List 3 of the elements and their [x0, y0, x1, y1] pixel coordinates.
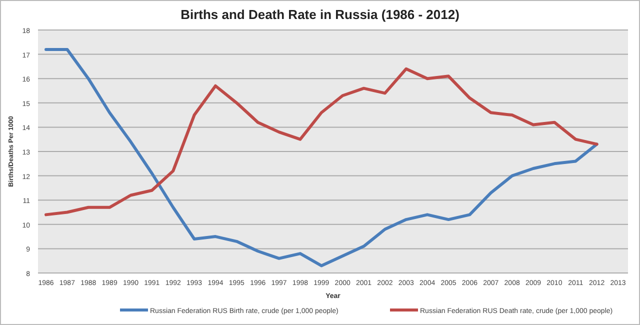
line-series: [44, 48, 598, 268]
line-series: [44, 67, 598, 216]
chart-title: Births and Death Rate in Russia (1986 - 2012): [180, 7, 460, 22]
